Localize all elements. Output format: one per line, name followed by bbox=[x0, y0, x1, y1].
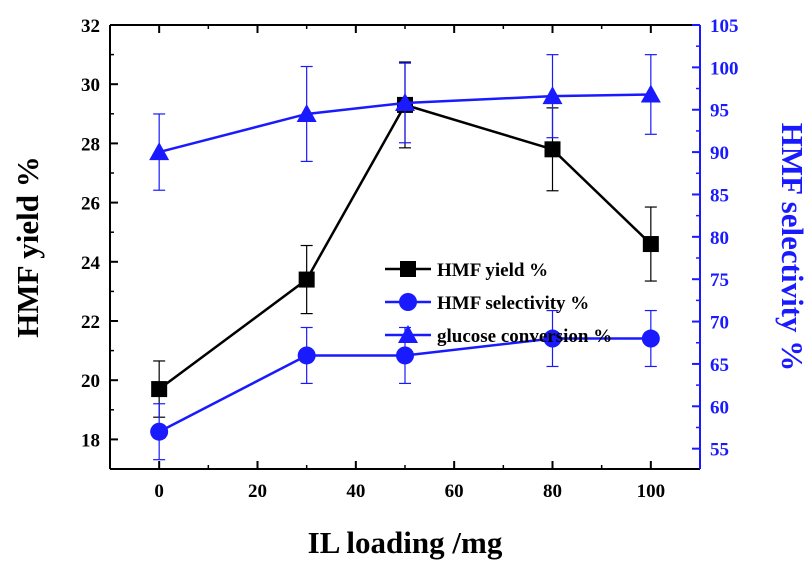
axis-ticks: 0 20 40 60 80 100 18 20 22 24 26 28 30 32 55 60 65 70 75 80… bbox=[81, 16, 739, 502]
right-y-tick-label: 105 bbox=[710, 16, 739, 37]
right-y-tick-label: 85 bbox=[710, 185, 729, 206]
legend-entry: HMF selectivity % bbox=[385, 293, 589, 314]
right-y-tick-label: 80 bbox=[710, 228, 729, 249]
right-y-axis-title: HMF selectivity % bbox=[775, 123, 810, 371]
series-triangle bbox=[149, 54, 661, 191]
data-point-triangle bbox=[395, 92, 415, 111]
series-circle bbox=[150, 309, 660, 461]
data-point-triangle bbox=[542, 86, 563, 105]
left-y-tick-label: 18 bbox=[81, 430, 100, 451]
x-axis-title: IL loading /mg bbox=[308, 525, 503, 560]
data-point-square bbox=[642, 236, 659, 253]
x-tick-label: 40 bbox=[346, 481, 365, 502]
right-y-tick-label: 70 bbox=[710, 313, 729, 334]
right-y-tick-label: 90 bbox=[710, 143, 729, 164]
left-y-tick-label: 28 bbox=[81, 134, 100, 155]
right-y-tick-label: 95 bbox=[710, 101, 729, 122]
left-y-tick-label: 20 bbox=[81, 371, 100, 392]
data-point-square bbox=[298, 271, 315, 288]
right-y-tick-label: 55 bbox=[710, 440, 729, 461]
data-series bbox=[149, 54, 661, 461]
legend-marker-square bbox=[400, 261, 416, 277]
x-tick-label: 0 bbox=[154, 481, 164, 502]
legend-label: HMF yield % bbox=[437, 260, 548, 281]
legend-entry: HMF yield % bbox=[385, 260, 548, 281]
right-y-tick-label: 60 bbox=[710, 397, 729, 418]
data-point-circle bbox=[396, 346, 414, 365]
left-y-tick-label: 24 bbox=[81, 253, 101, 274]
data-point-triangle bbox=[149, 142, 170, 161]
right-y-tick-label: 75 bbox=[710, 270, 729, 291]
legend-entry: glucose conversion % bbox=[385, 325, 612, 347]
left-y-tick-label: 32 bbox=[81, 16, 100, 37]
x-tick-label: 60 bbox=[445, 481, 464, 502]
right-y-tick-label: 65 bbox=[710, 355, 729, 376]
legend: HMF yield % HMF selectivity % glucose conv… bbox=[385, 260, 612, 347]
right-y-tick-label: 100 bbox=[710, 58, 739, 79]
left-y-tick-label: 22 bbox=[81, 312, 100, 333]
left-y-axis-title: HMF yield % bbox=[10, 156, 45, 337]
left-y-tick-label: 26 bbox=[81, 194, 100, 215]
data-point-circle bbox=[297, 346, 316, 365]
data-point-square bbox=[151, 381, 168, 398]
data-point-triangle bbox=[296, 103, 317, 122]
data-point-circle bbox=[150, 422, 169, 441]
x-tick-label: 100 bbox=[637, 481, 666, 502]
x-tick-label: 80 bbox=[543, 481, 562, 502]
legend-marker-circle bbox=[399, 293, 417, 311]
data-point-circle bbox=[641, 329, 660, 348]
data-point-square bbox=[544, 141, 561, 158]
left-y-tick-label: 30 bbox=[81, 75, 100, 96]
legend-label: glucose conversion % bbox=[437, 326, 612, 347]
legend-marker-triangle bbox=[398, 325, 418, 343]
data-point-circle bbox=[543, 329, 562, 348]
legend-label: HMF selectivity % bbox=[437, 293, 589, 314]
data-point-triangle bbox=[640, 84, 661, 103]
x-tick-label: 20 bbox=[248, 481, 267, 502]
